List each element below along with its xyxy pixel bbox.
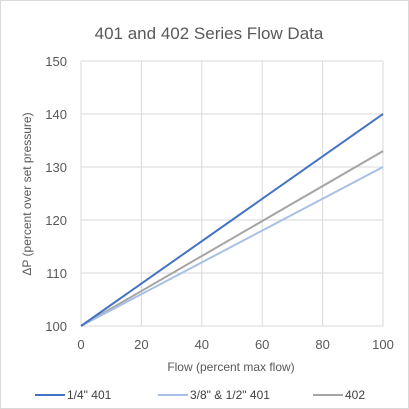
legend-label: 1/4" 401 bbox=[67, 388, 112, 402]
legend: 1/4" 401 3/8" & 1/2" 401 402 bbox=[35, 388, 365, 402]
y-axis-label: ΔP (percent over set pressure) bbox=[20, 112, 34, 275]
x-tick-label: 80 bbox=[315, 337, 329, 352]
x-tick-label: 0 bbox=[77, 337, 84, 352]
x-axis-label: Flow (percent max flow) bbox=[167, 360, 294, 374]
series-line bbox=[80, 113, 384, 327]
x-tick-label: 20 bbox=[134, 337, 148, 352]
y-tick-label: 140 bbox=[45, 107, 67, 122]
legend-label: 3/8" & 1/2" 401 bbox=[190, 388, 270, 402]
series-line bbox=[80, 150, 384, 327]
y-tick-label: 150 bbox=[45, 54, 67, 69]
y-tick-label: 110 bbox=[46, 266, 67, 281]
y-tick-labels: 100 110 120 130 140 150 bbox=[45, 54, 67, 334]
chart-title: 401 and 402 Series Flow Data bbox=[95, 24, 324, 43]
x-tick-labels: 0 20 40 60 80 100 bbox=[77, 337, 393, 352]
x-tick-label: 100 bbox=[372, 337, 394, 352]
series-line bbox=[80, 166, 384, 327]
y-tick-label: 130 bbox=[45, 160, 67, 175]
y-tick-label: 100 bbox=[45, 319, 67, 334]
grid-lines bbox=[80, 60, 384, 327]
x-tick-label: 40 bbox=[195, 337, 209, 352]
x-tick-label: 60 bbox=[255, 337, 269, 352]
legend-label: 402 bbox=[345, 388, 365, 402]
y-tick-label: 120 bbox=[45, 213, 67, 228]
series-lines bbox=[80, 113, 384, 327]
